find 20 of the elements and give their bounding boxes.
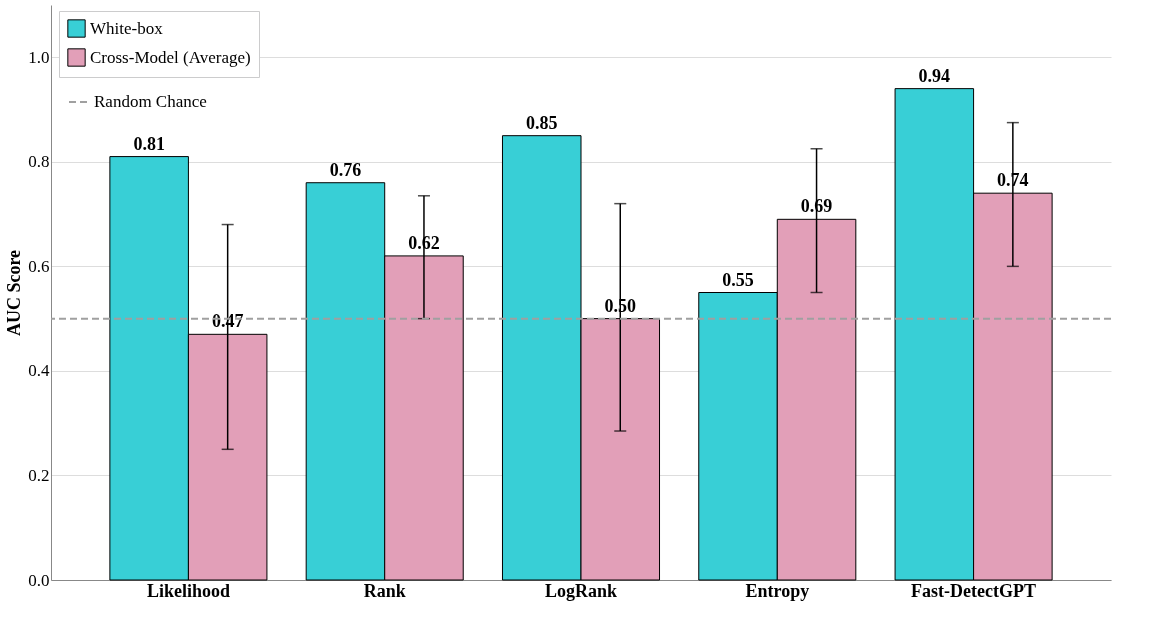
data-label: 0.81 xyxy=(133,133,165,154)
y-tick-label: 0.2 xyxy=(28,465,50,485)
x-tick-label: Fast-DetectGPT xyxy=(911,580,1037,601)
y-tick-label: 0.8 xyxy=(28,152,50,172)
x-tick-label: Entropy xyxy=(745,580,810,601)
legend-label: White-box xyxy=(90,18,164,38)
x-tick-label: Rank xyxy=(363,580,406,601)
data-label: 0.85 xyxy=(525,112,558,133)
data-label: 0.94 xyxy=(918,65,951,86)
x-tick-label: Likelihood xyxy=(146,580,230,601)
y-tick-label: 0.0 xyxy=(28,570,50,590)
data-label: 0.76 xyxy=(329,159,362,180)
legend-label: Cross-Model (Average) xyxy=(90,47,251,67)
legend-label: Random Chance xyxy=(94,92,207,111)
y-tick-label: 0.6 xyxy=(28,256,50,276)
y-axis-title: AUC Score xyxy=(4,249,25,337)
y-tick-label: 1.0 xyxy=(28,47,50,67)
x-tick-label: LogRank xyxy=(544,580,618,601)
y-tick-label: 0.4 xyxy=(28,361,50,381)
data-label: 0.55 xyxy=(722,269,754,290)
